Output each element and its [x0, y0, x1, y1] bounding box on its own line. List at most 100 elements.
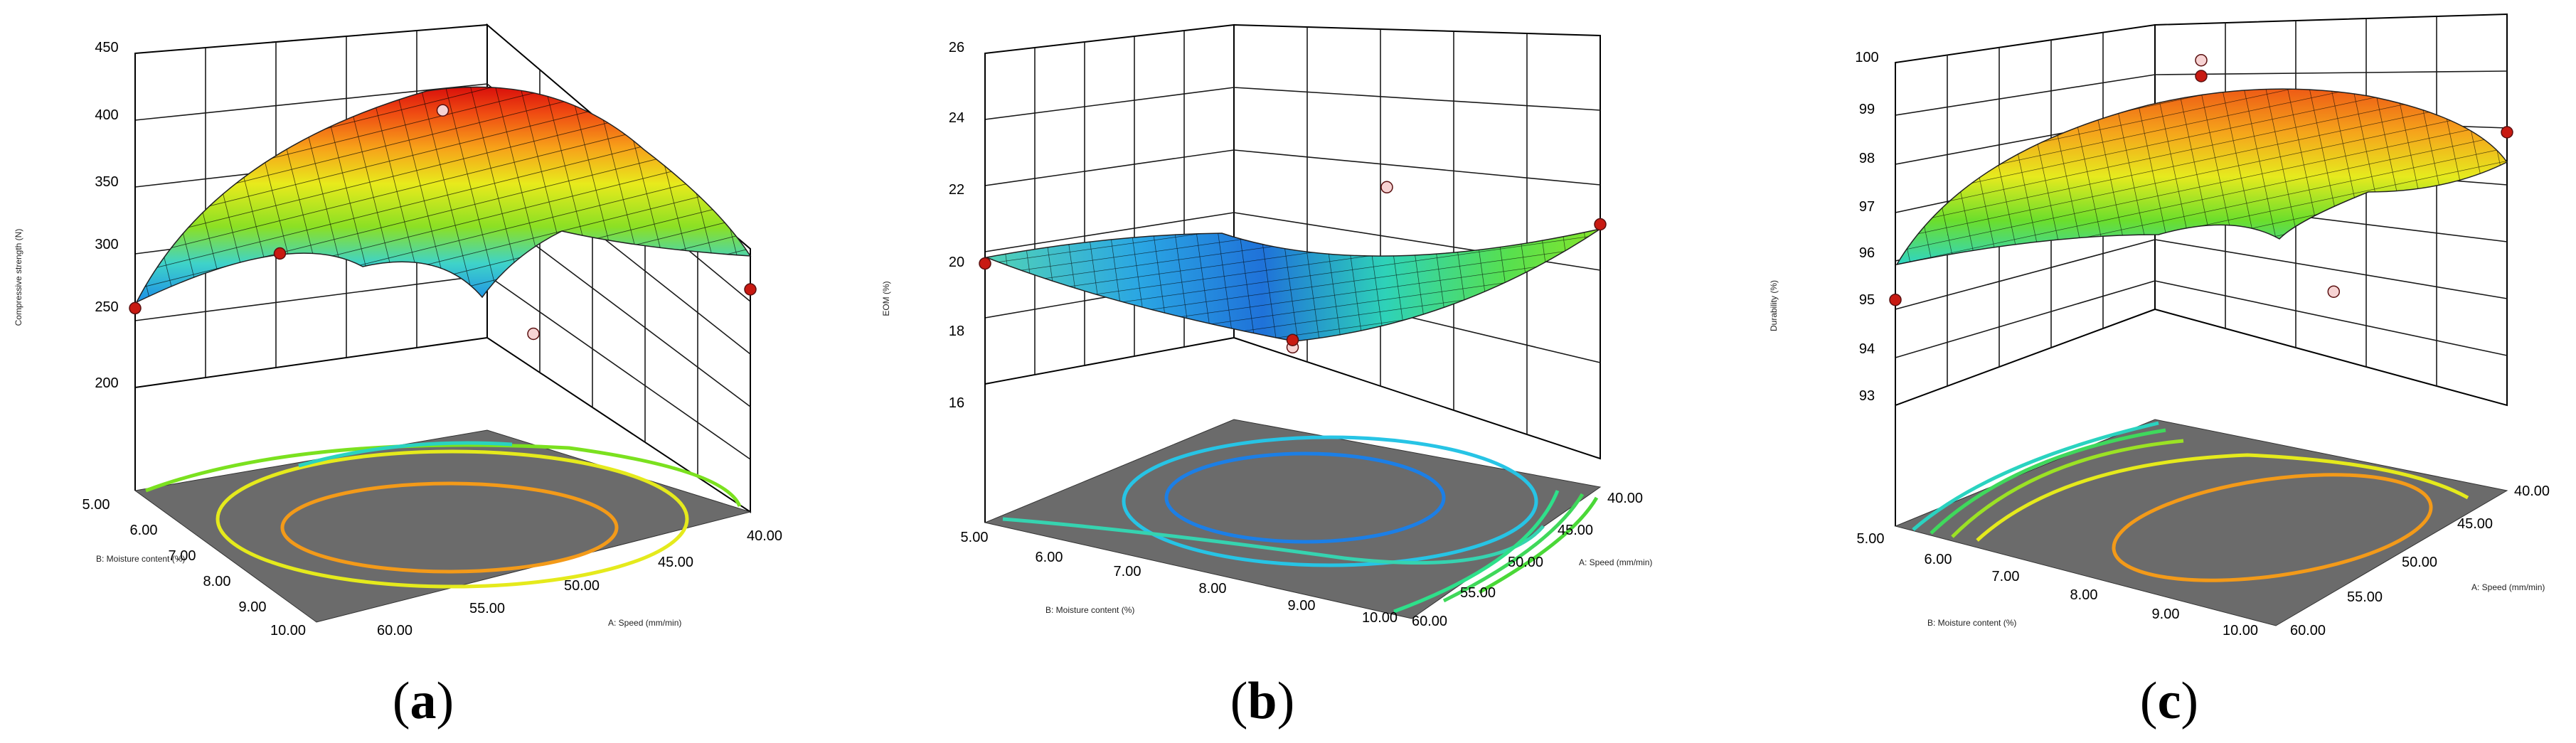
panel-a-contour-mid — [215, 449, 689, 589]
panel-a-y-tick: 5.00 — [83, 497, 110, 513]
panel-a-x-tick: 55.00 — [469, 601, 505, 616]
panel-c-contour-green2 — [1930, 428, 2166, 535]
design-point — [2327, 285, 2341, 298]
design-point — [744, 283, 757, 296]
panel-b-floor — [984, 419, 1602, 619]
design-point — [2501, 126, 2513, 139]
panel-a-x-ticks: 40.00 45.00 50.00 55.00 60.00 — [377, 528, 782, 638]
design-point — [1286, 333, 1299, 346]
design-point — [436, 104, 449, 117]
panel-b-x-tick: 60.00 — [1412, 614, 1447, 629]
panel-a-y-label: B: Moisture content (%) — [96, 554, 185, 564]
panel-a-z-tick: 250 — [95, 299, 118, 315]
design-point — [1594, 218, 1607, 231]
panel-a-z-tick: 200 — [95, 375, 118, 391]
panel-b-contour-outer1 — [1002, 517, 1545, 565]
panel-c-contour-yellow — [1976, 453, 2469, 542]
panel-c-design-points — [1889, 53, 2513, 306]
panel-c-x-ticks: 40.00 45.00 50.00 55.00 60.00 — [2290, 483, 2550, 638]
panel-b-contour-mid — [1122, 435, 1538, 567]
design-point — [2195, 53, 2208, 67]
panel-b-design-points — [979, 181, 1607, 354]
panel-c-surface-mesh — [1897, 89, 2507, 264]
panel-b-z-tick: 16 — [949, 395, 964, 411]
panel-b-contour-inner — [1164, 451, 1446, 544]
panel-c-x-tick: 40.00 — [2514, 483, 2550, 499]
design-point — [1889, 293, 1902, 306]
panel-a: 200 250 300 350 400 450 Compressive stre… — [14, 23, 782, 730]
panel-c-label: (c) — [2140, 672, 2198, 730]
panel-c-x-tick: 60.00 — [2290, 623, 2326, 638]
panel-a-contour-outer2 — [298, 441, 513, 468]
panel-a-x-label: A: Speed (mm/min) — [608, 618, 681, 628]
panel-b: 16 18 20 22 24 26 EOM (%) 5.00 6.00 7.00… — [881, 23, 1652, 730]
panel-b-z-label: EOM (%) — [881, 281, 891, 316]
panel-c-z-tick: 99 — [1859, 102, 1875, 117]
panel-a-z-ticks: 200 250 300 350 400 450 — [95, 40, 118, 391]
panel-b-left-wall — [984, 23, 1235, 385]
panel-c-z-tick: 95 — [1859, 292, 1875, 308]
panel-a-y-ticks: 5.00 6.00 7.00 8.00 9.00 10.00 — [83, 497, 307, 638]
panel-c-y-tick: 5.00 — [1857, 531, 1885, 547]
panel-a-surface-mesh — [137, 87, 750, 302]
panel-c-z-label: Durability (%) — [1769, 280, 1779, 331]
panel-b-x-tick: 40.00 — [1607, 491, 1643, 506]
panel-b-contour-outer2 — [1393, 490, 1560, 614]
panel-b-z-tick: 24 — [949, 110, 964, 126]
panel-c-y-ticks: 5.00 6.00 7.00 8.00 9.00 10.00 — [1857, 531, 2259, 638]
panel-c-y-tick: 8.00 — [2070, 587, 2098, 603]
panel-a-z-tick: 400 — [95, 107, 118, 123]
panel-c-floor-contours — [1912, 421, 2469, 582]
panel-a-x-tick: 60.00 — [377, 623, 413, 638]
panel-c-z-tick: 96 — [1859, 245, 1875, 261]
panel-c-x-tick: 50.00 — [2402, 555, 2437, 570]
panel-a-y-tick: 6.00 — [130, 523, 158, 538]
design-point — [129, 301, 142, 315]
panel-a-x-tick: 45.00 — [658, 555, 693, 570]
panel-c-contour-inner — [2112, 473, 2433, 582]
panel-a-y-tick: 7.00 — [169, 548, 196, 564]
panel-a-label: (a) — [393, 672, 454, 730]
design-point — [273, 247, 287, 260]
panel-c-x-tick: 55.00 — [2347, 589, 2383, 605]
panel-b-z-tick: 18 — [949, 324, 964, 339]
panel-b-y-tick: 10.00 — [1362, 610, 1398, 626]
panel-b-floor-contours — [1002, 435, 1599, 614]
panel-c-y-tick: 7.00 — [1992, 569, 2020, 584]
design-point — [2195, 70, 2208, 82]
panel-a-y-tick: 8.00 — [203, 574, 231, 589]
panel-a-design-points — [129, 104, 757, 341]
panel-a-grid — [134, 31, 751, 477]
panel-a-floor — [134, 429, 752, 623]
design-point — [527, 327, 540, 341]
panel-c: 93 94 95 96 97 98 99 100 Durability (%) … — [1769, 13, 2550, 730]
panel-a-z-label: Compressive strength (N) — [14, 229, 23, 326]
panel-c-z-tick: 100 — [1855, 50, 1878, 65]
panel-a-z-tick: 350 — [95, 174, 118, 190]
panel-a-x-tick: 50.00 — [564, 578, 600, 594]
panel-a-x-tick: 40.00 — [747, 528, 782, 544]
panel-c-x-label: A: Speed (mm/min) — [2471, 582, 2545, 592]
panel-c-y-tick: 6.00 — [1925, 552, 1952, 567]
panel-b-y-tick: 5.00 — [961, 530, 989, 545]
panel-b-surface-mesh — [986, 229, 1600, 341]
panel-c-y-label: B: Moisture content (%) — [1927, 618, 2016, 628]
panel-c-x-tick: 45.00 — [2457, 516, 2493, 532]
panel-b-z-ticks: 16 18 20 22 24 26 — [949, 40, 964, 411]
panel-b-y-tick: 8.00 — [1199, 581, 1227, 597]
panel-b-x-tick: 50.00 — [1508, 555, 1543, 570]
panel-c-floor — [1894, 419, 2508, 626]
panel-b-z-tick: 22 — [949, 182, 964, 198]
panel-b-y-tick: 9.00 — [1288, 598, 1316, 614]
panel-c-contour-green1 — [1951, 439, 2184, 538]
panel-a-y-tick: 9.00 — [239, 599, 267, 615]
panel-b-contour-outer3 — [1442, 493, 1585, 603]
panel-b-x-label: A: Speed (mm/min) — [1579, 557, 1652, 567]
panel-a-floor-contours — [145, 441, 742, 589]
panel-c-y-tick: 9.00 — [2152, 606, 2180, 622]
panel-b-grid — [984, 27, 1601, 434]
panel-b-contour-outer4 — [1478, 496, 1599, 594]
panel-a-y-tick: 10.00 — [270, 623, 306, 638]
panel-c-z-tick: 93 — [1859, 388, 1875, 404]
